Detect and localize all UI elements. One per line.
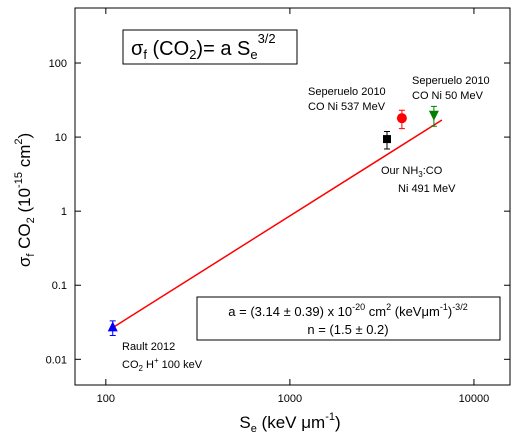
y-tick-label: 10 (55, 132, 67, 144)
y-tick-label: 100 (49, 58, 67, 70)
point (107, 321, 118, 332)
annotation: Seperuelo 2010 (412, 75, 490, 87)
fit-line (110, 119, 443, 330)
annotation: CO Ni 50 MeV (412, 90, 484, 102)
annotation: Rault 2012 (122, 341, 175, 353)
annotation: Seperuelo 2010 (308, 86, 386, 98)
y-tick-label: 1 (61, 206, 67, 218)
annotation: CO2 H+ 100 keV (122, 356, 203, 373)
chart-title: σf (CO2)= a Se3/2 (131, 31, 276, 62)
point (382, 135, 391, 144)
fit-annotation: a = (3.14 ± 0.39) x 10-20 cm2 (keVμm-1)-… (228, 302, 467, 319)
annotation: Our NH3:CO (381, 165, 443, 179)
annotation: Ni 491 MeV (398, 183, 456, 195)
point (428, 110, 439, 121)
y-tick-label: 0.1 (52, 280, 67, 292)
y-tick-label: 0.01 (46, 354, 67, 366)
x-tick-label: 10000 (459, 393, 490, 405)
annotation: CO Ni 537 MeV (308, 101, 386, 113)
point (396, 113, 407, 124)
plot-frame (74, 7, 511, 386)
y-axis-label: σf CO2 (10-15 cm2) (13, 133, 37, 267)
fit-annotation: n = (1.5 ± 0.2) (307, 322, 388, 337)
x-axis-label: Se (keV μm-1) (239, 411, 340, 435)
fit-box (196, 296, 501, 341)
title-box (122, 29, 298, 65)
x-tick-label: 100 (97, 393, 115, 405)
x-tick-label: 1000 (278, 393, 302, 405)
